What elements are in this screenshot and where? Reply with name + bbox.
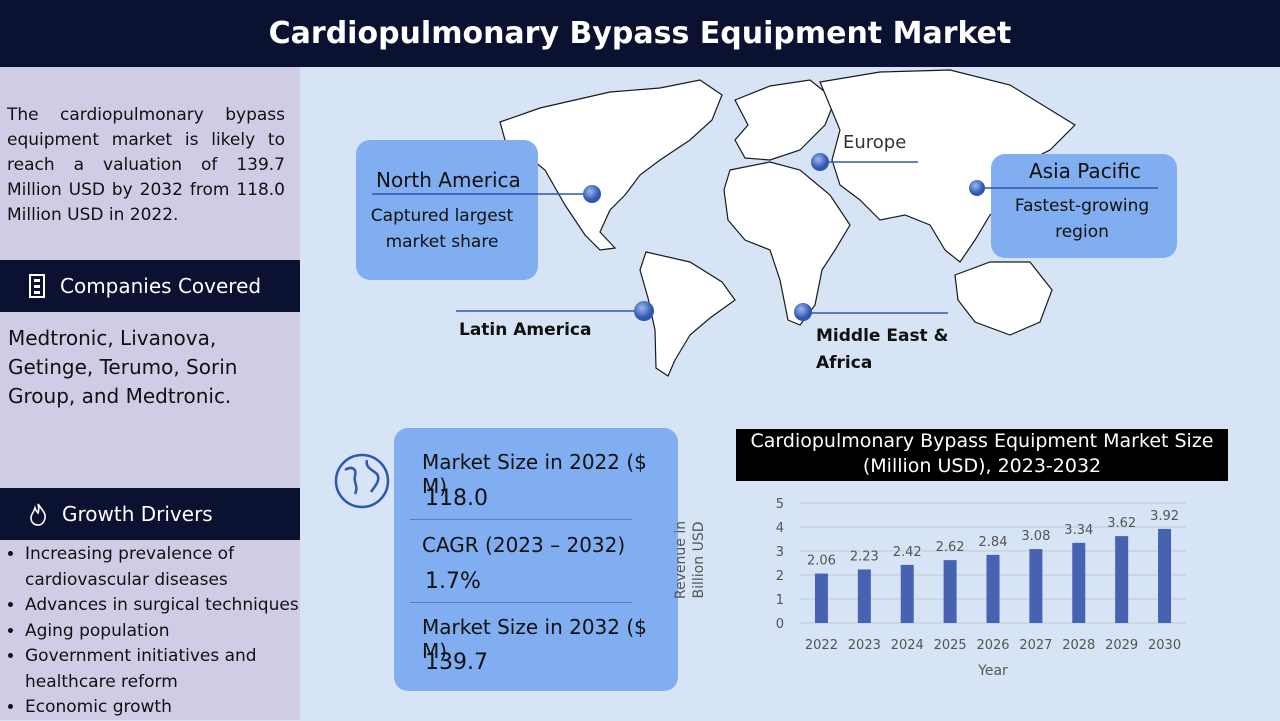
x-tick-label: 2025: [934, 638, 967, 653]
data-label: 2.62: [936, 540, 965, 555]
region-note: Fastest-growing region: [1014, 196, 1150, 242]
bar: [1115, 536, 1129, 623]
x-tick-label: 2029: [1105, 638, 1138, 653]
x-tick-label: 2026: [976, 638, 1009, 653]
driver-item: Advances in surgical techniques: [25, 593, 300, 619]
x-tick-label: 2027: [1019, 638, 1052, 653]
driver-item: Government initiatives and healthcare re…: [25, 644, 300, 695]
companies-heading: Companies Covered: [60, 274, 262, 298]
bar: [814, 573, 828, 623]
y-tick-label: 5: [776, 497, 784, 512]
data-label: 2.06: [807, 554, 836, 569]
driver-item: Economic growth: [25, 695, 300, 721]
bar: [986, 554, 1000, 623]
chart-title: Cardiopulmonary Bypass Equipment Market …: [736, 429, 1228, 481]
data-label: 2.42: [893, 545, 922, 560]
driver-item: Increasing prevalence of cardiovascular …: [25, 542, 300, 593]
region-name: Latin America: [459, 320, 592, 340]
drivers-list: Increasing prevalence of cardiovascular …: [8, 542, 300, 721]
data-label: 3.62: [1107, 516, 1136, 531]
flame-icon: [30, 503, 46, 526]
companies-heading-bar: Companies Covered: [0, 260, 300, 312]
north-america-card: [356, 140, 538, 280]
data-label: 3.08: [1021, 529, 1050, 544]
stat-value: 118.0: [425, 486, 488, 511]
bar: [1158, 528, 1172, 623]
bar: [1029, 549, 1043, 623]
bar: [943, 560, 957, 623]
globe-icon: [334, 453, 390, 509]
region-note: Captured largest market share: [370, 206, 514, 252]
stat-label: CAGR (2023 – 2032): [422, 533, 626, 557]
region-name: Europe: [843, 132, 907, 153]
data-label: 3.34: [1064, 523, 1093, 538]
building-icon: [29, 274, 45, 298]
page-title: Cardiopulmonary Bypass Equipment Market: [0, 0, 1280, 67]
drivers-heading-bar: Growth Drivers: [0, 488, 300, 540]
region-name: Middle East & Africa: [816, 326, 949, 373]
separator: [410, 519, 632, 520]
x-tick-label: 2028: [1062, 638, 1095, 653]
stat-label: Market Size in 2022 ($ M): [422, 450, 647, 498]
data-label: 2.84: [979, 535, 1008, 550]
x-tick-label: 2024: [891, 638, 924, 653]
left-panel: [0, 67, 300, 720]
driver-item: Aging population: [25, 619, 300, 645]
y-tick-label: 2: [776, 569, 784, 584]
data-label: 2.23: [850, 549, 879, 564]
bar: [857, 569, 871, 623]
x-tick-label: 2030: [1148, 638, 1181, 653]
y-tick-label: 3: [776, 545, 784, 560]
x-tick-label: 2023: [848, 638, 881, 653]
stat-value: 139.7: [425, 650, 488, 675]
y-tick-label: 0: [776, 617, 784, 632]
region-name: North America: [376, 168, 521, 192]
stat-label: Market Size in 2032 ($ M): [422, 615, 647, 663]
stats-card: Market Size in 2022 ($ M) 118.0 CAGR (20…: [394, 428, 678, 691]
drivers-heading: Growth Drivers: [62, 502, 213, 526]
x-axis-label: Year: [977, 663, 1008, 679]
stat-value: 1.7%: [425, 569, 481, 594]
world-map: [499, 69, 1076, 377]
data-label: 3.92: [1150, 509, 1179, 524]
region-markers: [372, 153, 1158, 321]
asia-pacific-card: [991, 154, 1177, 258]
y-tick-label: 4: [776, 521, 784, 536]
summary: The cardiopulmonary bypass equipment mar…: [7, 105, 285, 225]
x-tick-label: 2022: [805, 638, 838, 653]
bar: [900, 564, 914, 623]
bar: [1072, 542, 1086, 623]
companies-text: Medtronic, Livanova, Getinge, Terumo, So…: [8, 326, 238, 408]
separator: [410, 602, 632, 603]
y-tick-label: 1: [776, 593, 784, 608]
region-name: Asia Pacific: [1029, 159, 1141, 183]
